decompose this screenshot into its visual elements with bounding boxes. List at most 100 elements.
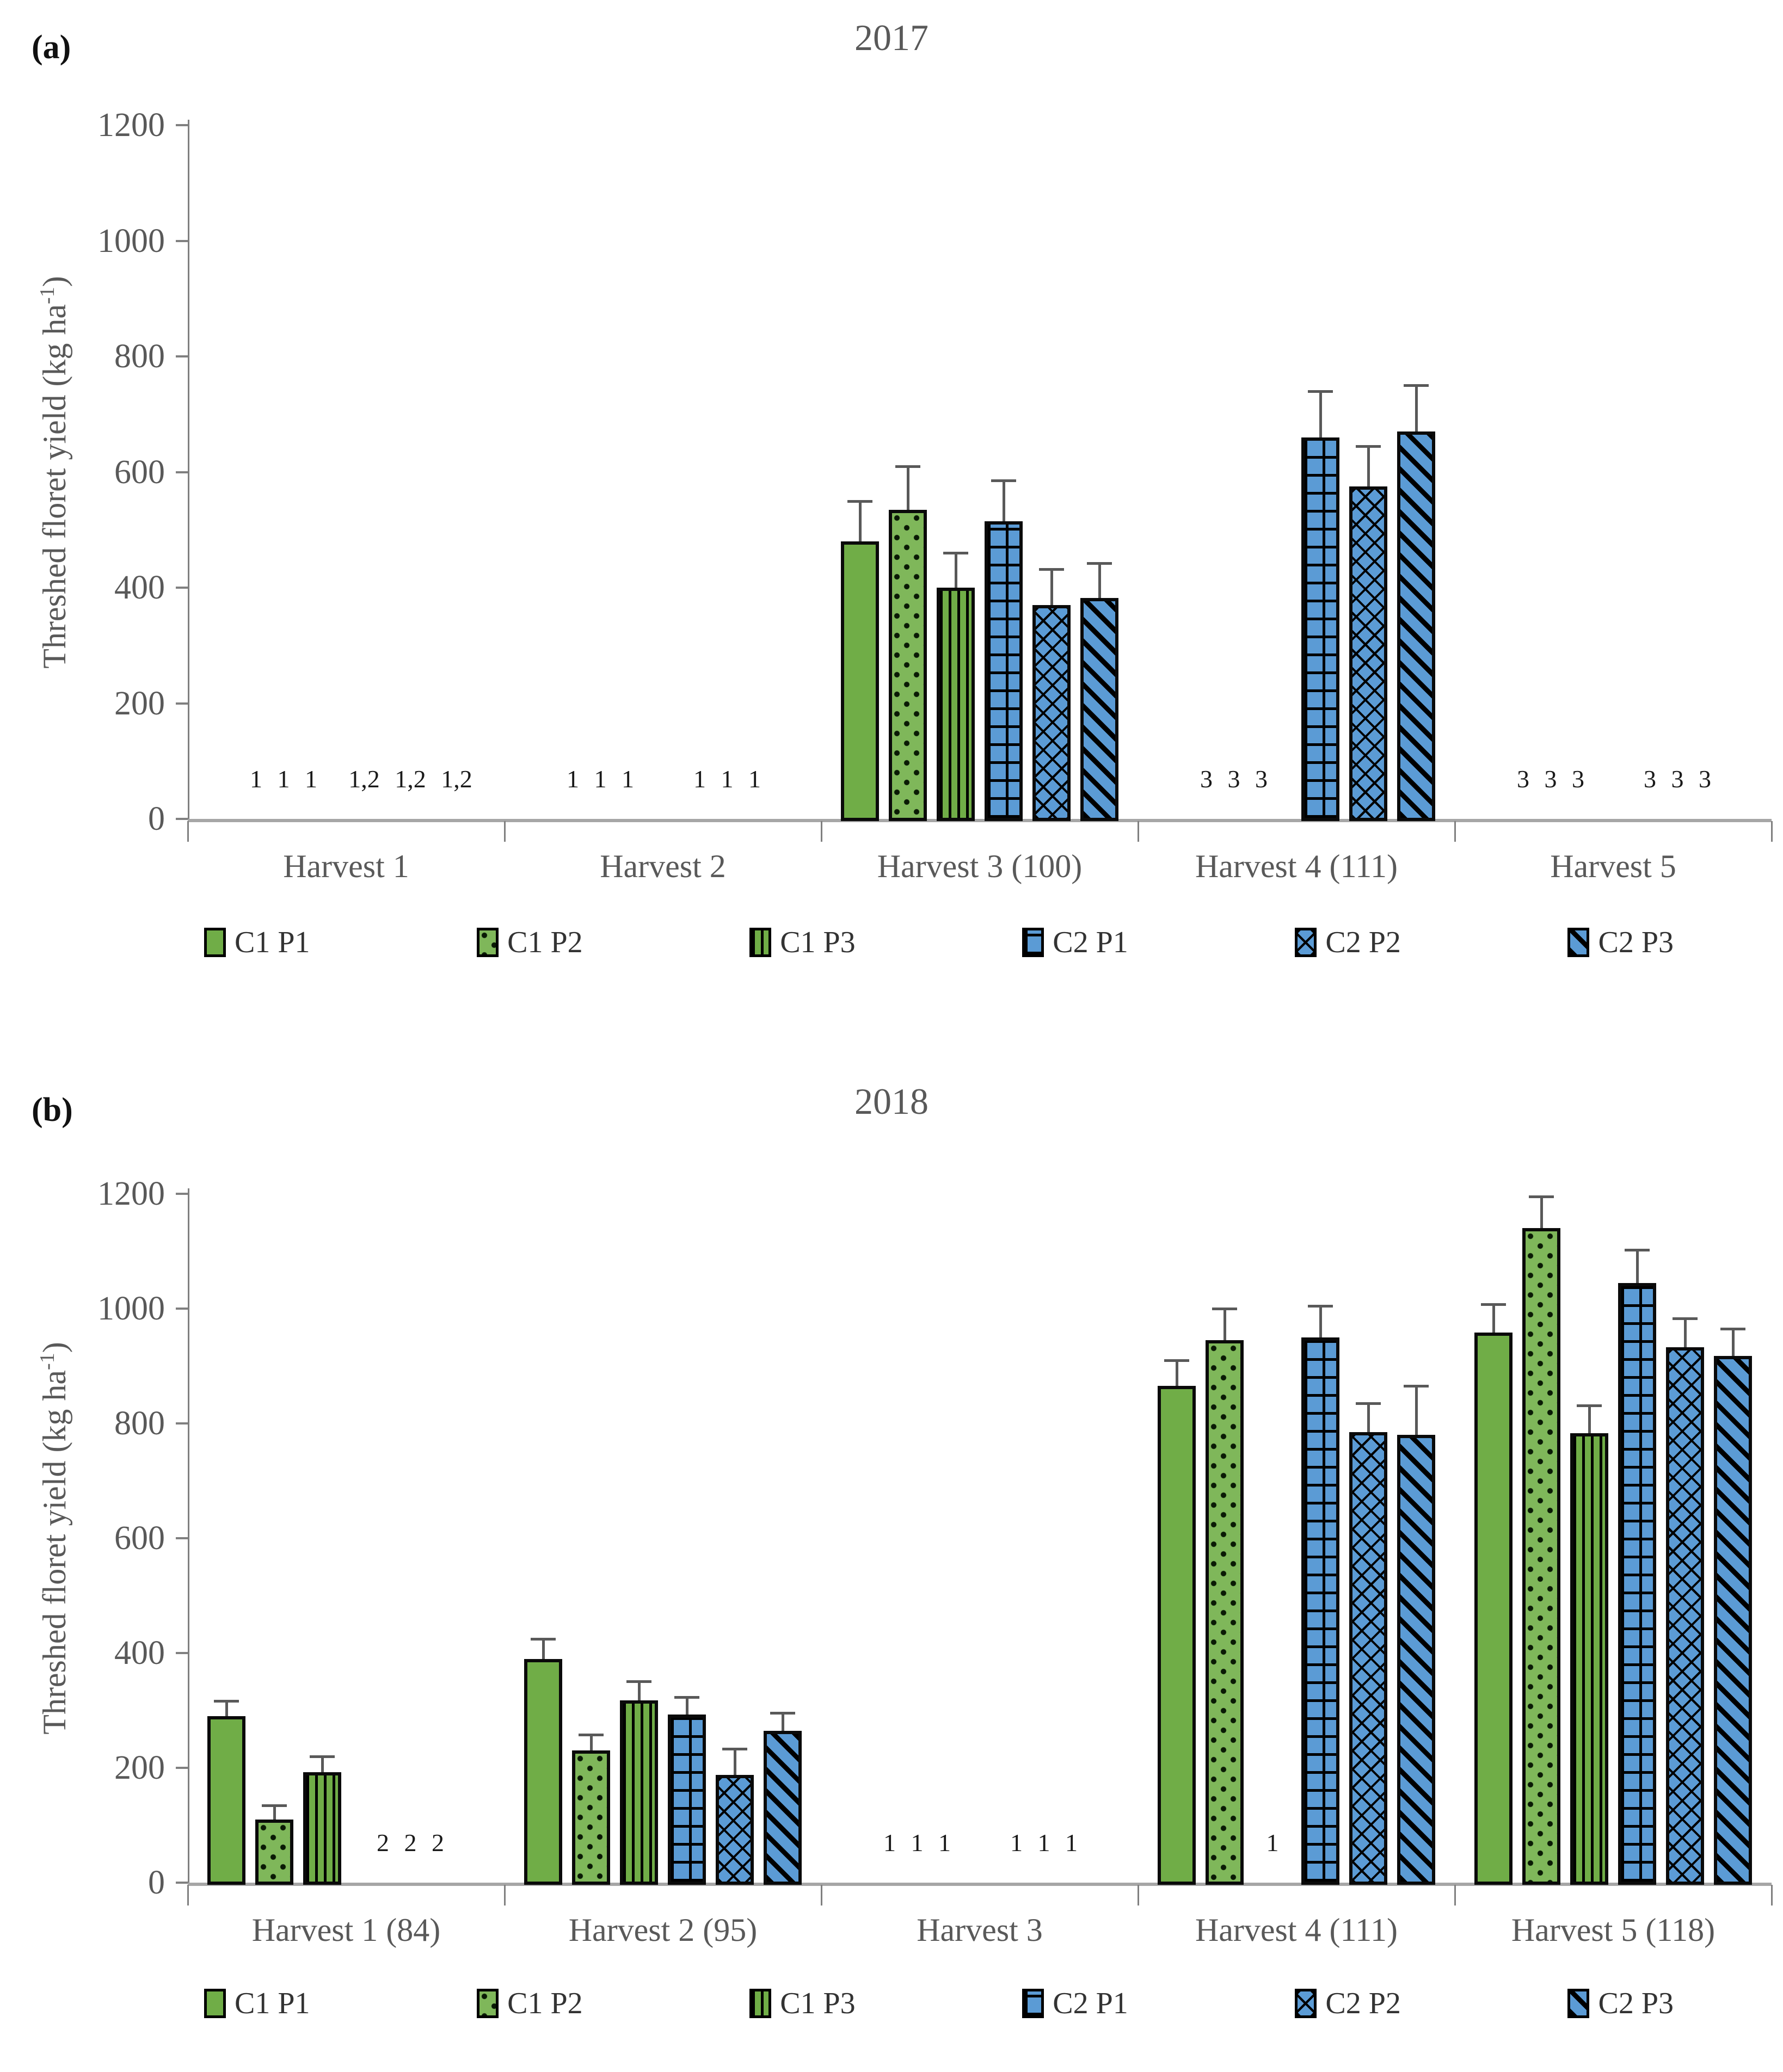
error-bar-line — [1319, 391, 1322, 437]
x-category-label: Harvest 2 (95) — [568, 1912, 758, 1948]
error-bar-cap — [579, 1733, 604, 1736]
chart-title-2018: 2018 — [854, 1081, 929, 1122]
y-tick-mark — [176, 587, 188, 589]
legend-label: C2 P3 — [1598, 926, 1674, 959]
legend-label: C2 P2 — [1325, 1987, 1401, 2020]
error-bar-line — [1732, 1328, 1735, 1356]
legend-swatch-icon — [1567, 928, 1590, 957]
error-bar-cap — [1308, 1304, 1333, 1308]
x-category-label: Harvest 5 (118) — [1511, 1912, 1716, 1948]
error-bar-line — [1415, 1386, 1418, 1435]
y-tick-label: 800 — [114, 1405, 165, 1442]
y-tick-label: 0 — [148, 1864, 165, 1901]
bar-c2p1 — [668, 1714, 706, 1885]
legend-swatch-icon — [749, 1989, 772, 2018]
legend-label: C1 P3 — [780, 926, 856, 959]
bar-c2p3 — [1080, 598, 1118, 821]
error-bar-line — [907, 466, 909, 510]
error-bar-cap — [1673, 1317, 1698, 1320]
bar-c1p3 — [620, 1700, 658, 1885]
legend-label: C1 P3 — [780, 1987, 856, 2020]
y-tick-mark — [176, 702, 188, 705]
y-tick-mark — [176, 1193, 188, 1195]
legend-label: C1 P2 — [507, 926, 583, 959]
y-tick-label: 1200 — [97, 1175, 165, 1212]
y-tick-label: 200 — [114, 1749, 165, 1786]
x-axis-line — [188, 1883, 1772, 1886]
x-category-label: Harvest 3 (100) — [877, 848, 1083, 884]
error-bar-line — [1367, 446, 1370, 487]
y-tick-mark — [176, 818, 188, 820]
y-tick-mark — [176, 1767, 188, 1769]
error-bar-cap — [531, 1637, 556, 1641]
error-bar-line — [542, 1638, 545, 1659]
x-category-label: Harvest 2 — [600, 848, 726, 884]
y-tick-mark — [176, 1422, 188, 1424]
x-tick-mark — [1771, 1885, 1773, 1905]
significance-annotation: 3 3 3 — [1200, 765, 1268, 793]
bar-c1p2 — [1522, 1228, 1560, 1885]
bar-c2p2 — [1349, 1432, 1387, 1885]
y-tick-label: 400 — [114, 1635, 165, 1672]
legend-label: C2 P3 — [1598, 1987, 1674, 2020]
error-bar-line — [321, 1756, 324, 1773]
legend-swatch-icon — [204, 928, 226, 957]
error-bar-cap — [1308, 390, 1333, 393]
y-axis-title: Threshed floret yield (kg ha-1) — [35, 1342, 73, 1734]
y-tick-label: 600 — [114, 1520, 165, 1557]
error-bar-line — [734, 1749, 736, 1775]
bar-c1p1 — [1474, 1333, 1513, 1885]
bar-c1p1 — [524, 1658, 562, 1885]
legend-item-c2p3: C2 P3 — [1567, 925, 1674, 960]
x-category-label: Harvest 5 — [1550, 848, 1676, 884]
y-tick-mark — [176, 1537, 188, 1539]
chart-title-2017: 2017 — [854, 17, 929, 58]
error-bar-cap — [1625, 1249, 1650, 1252]
error-bar-cap — [1039, 568, 1064, 571]
bar-c1p2 — [889, 509, 927, 821]
y-tick-mark — [176, 239, 188, 242]
error-bar-line — [1636, 1250, 1639, 1283]
bar-c2p3 — [1397, 1435, 1435, 1885]
legend-label: C2 P1 — [1053, 926, 1128, 959]
x-tick-mark — [187, 821, 189, 842]
error-bar-cap — [991, 479, 1016, 483]
error-bar-line — [1003, 480, 1005, 521]
y-axis-title: Threshed floret yield (kg ha-1) — [35, 276, 73, 668]
bar-c1p3 — [937, 588, 975, 821]
x-category-label: Harvest 3 — [917, 1912, 1043, 1948]
bar-c1p2 — [572, 1750, 610, 1885]
bar-c1p3 — [303, 1772, 341, 1885]
error-bar-line — [225, 1700, 228, 1717]
error-bar-line — [1098, 563, 1101, 599]
y-tick-mark — [176, 1882, 188, 1884]
significance-annotation: 1,2 1,2 1,2 — [348, 765, 472, 793]
legend-label: C2 P2 — [1325, 926, 1401, 959]
significance-annotation: 1 — [1266, 1829, 1279, 1857]
error-bar-cap — [1720, 1327, 1745, 1330]
error-bar-line — [1588, 1405, 1591, 1433]
significance-annotation: 3 3 3 — [1517, 765, 1584, 793]
error-bar-cap — [1404, 1385, 1429, 1388]
error-bar-line — [273, 1805, 276, 1820]
x-category-label: Harvest 1 — [283, 848, 409, 884]
legend-swatch-icon — [1567, 1989, 1590, 2018]
significance-annotation: 1 1 1 — [693, 765, 761, 793]
bar-c2p3 — [764, 1731, 802, 1885]
y-tick-mark — [176, 355, 188, 357]
bar-c2p2 — [1032, 605, 1071, 821]
y-axis-title-close: ) — [36, 1342, 72, 1353]
legend-item-c2p2: C2 P2 — [1295, 1986, 1401, 2021]
y-tick-mark — [176, 1308, 188, 1310]
error-bar-cap — [262, 1804, 287, 1807]
x-category-label: Harvest 4 (111) — [1195, 848, 1398, 884]
bar-c2p3 — [1714, 1355, 1752, 1885]
error-bar-cap — [310, 1755, 335, 1758]
error-bar-line — [1540, 1197, 1543, 1229]
error-bar-line — [638, 1681, 641, 1700]
bar-c2p3 — [1397, 431, 1435, 821]
x-tick-mark — [821, 1885, 822, 1905]
x-tick-mark — [504, 821, 506, 842]
error-bar-cap — [943, 552, 968, 555]
